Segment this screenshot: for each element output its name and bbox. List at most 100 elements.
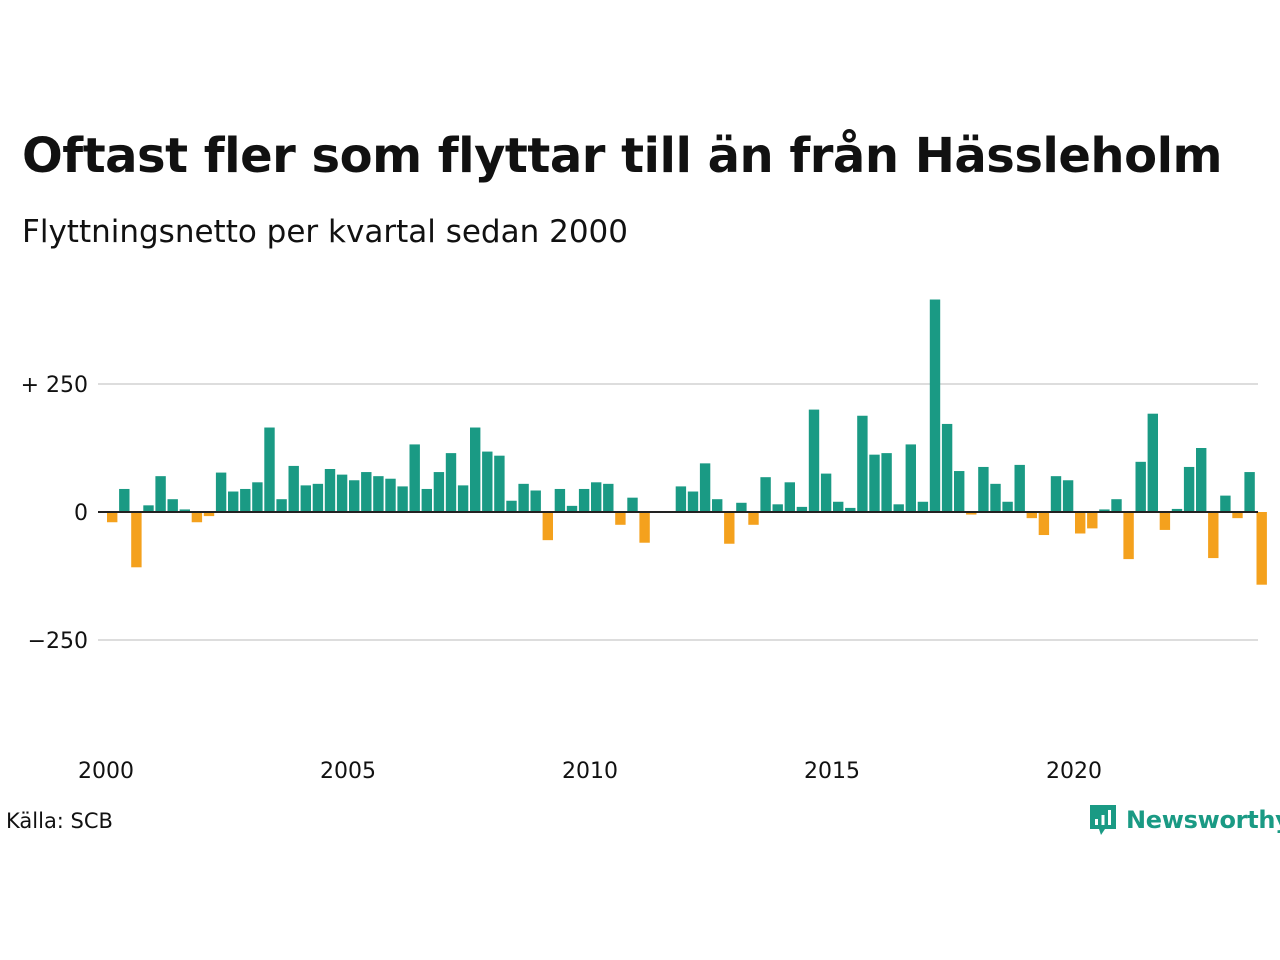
bar — [578, 488, 590, 512]
bar — [1147, 413, 1158, 512]
bar — [1208, 512, 1219, 559]
bar — [215, 472, 227, 512]
chart-subtitle: Flyttningsnetto per kvartal sedan 2000 — [22, 214, 628, 250]
bar — [639, 512, 650, 543]
bar — [869, 454, 880, 512]
bars — [107, 299, 1267, 585]
bar — [1232, 512, 1243, 519]
bar — [724, 512, 735, 544]
bar — [591, 482, 602, 512]
bar — [264, 427, 275, 512]
bar — [736, 502, 747, 512]
brand-name: Newsworthy — [1126, 806, 1280, 834]
bar — [1244, 472, 1255, 512]
bar — [796, 506, 808, 512]
bar — [966, 512, 977, 515]
bar — [119, 488, 130, 512]
bar — [820, 473, 832, 512]
bar — [1050, 476, 1062, 512]
bar — [203, 512, 215, 517]
bar — [276, 499, 287, 512]
x-tick-label: 2000 — [78, 759, 134, 784]
bar — [808, 409, 820, 512]
chart-title: Oftast fler som flyttar till än från Häs… — [22, 128, 1223, 184]
bar — [760, 477, 771, 512]
y-tick-label: −250 — [28, 629, 88, 654]
bar — [445, 453, 457, 512]
bar — [300, 485, 311, 512]
bar — [349, 480, 360, 512]
bar — [385, 478, 396, 512]
bar — [143, 505, 154, 512]
bar — [1123, 512, 1134, 560]
gridlines — [98, 383, 1258, 641]
bar — [603, 483, 614, 512]
bar — [179, 509, 190, 512]
source-note: Källa: SCB — [6, 809, 113, 833]
x-tick-label: 2010 — [562, 759, 618, 784]
bar — [833, 501, 844, 512]
bar — [288, 465, 299, 512]
bar — [433, 472, 445, 512]
bar — [905, 444, 916, 512]
bar — [990, 483, 1001, 512]
bar — [748, 512, 759, 525]
bar — [1087, 512, 1098, 529]
bar — [784, 482, 795, 512]
y-axis-ticks: + 250 0 −250 — [21, 373, 88, 654]
bar — [1220, 495, 1231, 512]
bar — [1026, 512, 1037, 519]
bar — [240, 488, 251, 512]
bar — [687, 491, 699, 512]
bar — [772, 504, 783, 512]
bar — [1135, 461, 1146, 512]
bar — [893, 504, 904, 512]
bar — [336, 474, 348, 512]
bar — [881, 453, 892, 512]
bar — [397, 486, 408, 512]
bar — [409, 444, 420, 512]
bar — [506, 500, 517, 512]
bar — [470, 427, 481, 512]
bar — [554, 488, 566, 512]
bar — [1099, 509, 1110, 512]
y-tick-label: 0 — [74, 501, 88, 526]
bar — [421, 488, 432, 512]
bar — [312, 483, 324, 512]
bar — [252, 482, 263, 512]
bar — [566, 505, 578, 512]
bar — [1014, 464, 1025, 512]
bar — [155, 476, 166, 512]
bar-chart: + 250 0 −250 2000 2005 2010 2015 2020 — [21, 299, 1267, 784]
bar — [107, 512, 118, 523]
bar — [627, 497, 638, 512]
bar — [530, 490, 541, 512]
x-axis-ticks: 2000 2005 2010 2015 2020 — [78, 759, 1102, 784]
bar — [361, 472, 372, 512]
x-tick-label: 2020 — [1046, 759, 1102, 784]
bar — [482, 451, 493, 512]
bar — [131, 512, 142, 568]
bar — [167, 499, 178, 512]
bar — [978, 466, 989, 512]
bar — [929, 299, 941, 512]
x-tick-label: 2015 — [804, 759, 860, 784]
bar — [228, 491, 239, 512]
bar — [1256, 512, 1267, 585]
bar — [1038, 512, 1050, 536]
bar — [1196, 448, 1207, 512]
bar — [954, 471, 965, 512]
x-tick-label: 2005 — [320, 759, 376, 784]
y-tick-label: + 250 — [21, 373, 88, 398]
bar — [518, 483, 529, 512]
bar — [1159, 512, 1171, 530]
bar — [1183, 466, 1195, 512]
bar — [1062, 480, 1074, 512]
brand-logo[interactable]: Newsworthy — [1088, 803, 1280, 837]
bar — [941, 423, 953, 512]
bar — [324, 468, 336, 512]
bar — [845, 507, 856, 512]
bar — [1002, 501, 1013, 512]
bar — [494, 455, 505, 512]
bar — [857, 415, 868, 512]
